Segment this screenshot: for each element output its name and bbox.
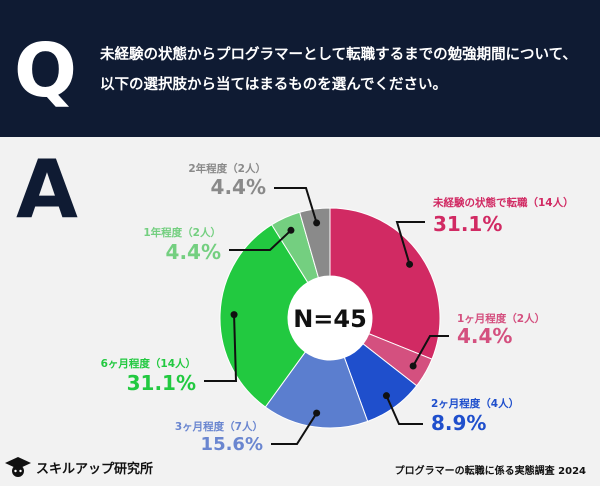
slice-percent-label: 4.4% bbox=[457, 324, 512, 348]
slice-percent-label: 31.1% bbox=[127, 371, 196, 395]
slice-category-label: 2ヶ月程度（4人） bbox=[431, 397, 519, 410]
leader-line bbox=[385, 395, 423, 425]
q-letter: Q bbox=[14, 28, 77, 114]
survey-title: プログラマーの転職に係る実態調査 2024 bbox=[394, 466, 586, 477]
question-line-2: 以下の選択肢から当てはまるものを選んでください。 bbox=[100, 77, 447, 93]
leader-line bbox=[395, 221, 425, 265]
slice-percent-label: 31.1% bbox=[433, 212, 502, 236]
leader-dot bbox=[313, 409, 321, 417]
leader-dot bbox=[287, 226, 295, 234]
slice-category-label: 1年程度（2人） bbox=[143, 226, 221, 239]
slice-percent-label: 4.4% bbox=[211, 175, 266, 199]
slice-category-label: 1ヶ月程度（2人） bbox=[457, 312, 545, 325]
slice-percent-label: 15.6% bbox=[201, 434, 263, 455]
leader-dot bbox=[313, 219, 321, 227]
leader-line bbox=[204, 314, 238, 382]
leader-dot bbox=[409, 362, 417, 370]
slice-category-label: 3ヶ月程度（7人） bbox=[175, 420, 263, 433]
graduation-cap-icon bbox=[5, 457, 31, 477]
a-letter: A bbox=[16, 143, 78, 236]
question-line-1: 未経験の状態からプログラマーとして転職するまでの勉強期間について、 bbox=[100, 47, 577, 63]
question-header: Q 未経験の状態からプログラマーとして転職するまでの勉強期間について、 以下の選… bbox=[0, 0, 600, 137]
question-text: 未経験の状態からプログラマーとして転職するまでの勉強期間について、 以下の選択肢… bbox=[100, 40, 590, 100]
slice-category-label: 6ヶ月程度（14人） bbox=[101, 357, 196, 370]
logo-text: スキルアップ研究所 bbox=[36, 461, 154, 477]
leader-dot bbox=[406, 260, 414, 268]
leader-dot bbox=[230, 311, 238, 319]
slice-category-label: 未経験の状態で転職（14人） bbox=[432, 196, 574, 209]
slice-category-label: 2年程度（2人） bbox=[188, 162, 266, 175]
slice-percent-label: 4.4% bbox=[166, 240, 221, 264]
donut-hole bbox=[288, 276, 372, 360]
brand-logo: スキルアップ研究所 bbox=[4, 455, 153, 479]
leader-line bbox=[271, 412, 318, 445]
leader-line bbox=[274, 187, 318, 224]
sample-size-label: N=45 bbox=[293, 305, 367, 333]
leader-line bbox=[229, 229, 292, 251]
slice-percent-label: 8.9% bbox=[431, 411, 486, 435]
leader-dot bbox=[382, 392, 390, 400]
leader-line bbox=[412, 335, 449, 367]
